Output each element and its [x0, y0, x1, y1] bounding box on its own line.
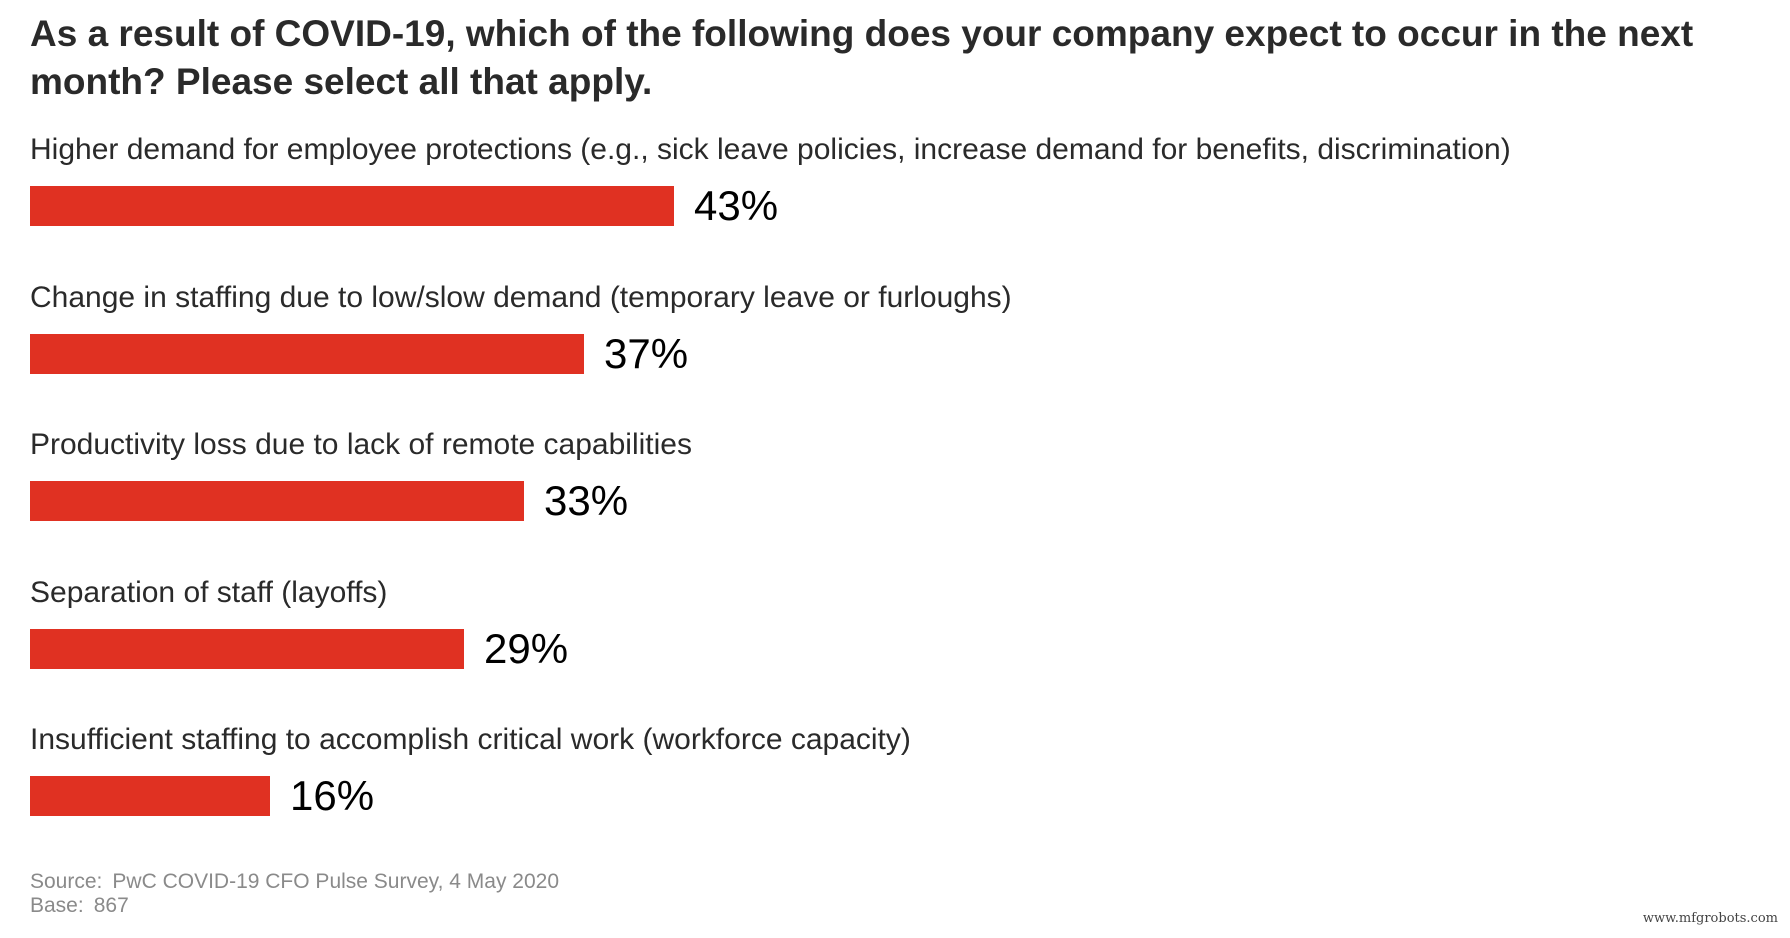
category-label: Separation of staff (layoffs) — [30, 576, 388, 609]
value-label: 37% — [604, 330, 689, 377]
source-note: Source: PwC COVID-19 CFO Pulse Survey, 4… — [30, 870, 559, 894]
category-label: Productivity loss due to lack of remote … — [30, 428, 692, 461]
bar — [30, 334, 584, 374]
category-label: Higher demand for employee protections (… — [30, 133, 1511, 166]
source-text: PwC COVID-19 CFO Pulse Survey, 4 May 202… — [112, 870, 560, 893]
bar — [30, 481, 524, 521]
source-label: Source: — [30, 870, 103, 893]
base-text: 867 — [93, 894, 129, 917]
bar — [30, 776, 270, 816]
base-label: Base: — [30, 894, 84, 917]
value-label: 33% — [544, 477, 629, 524]
base-note: Base: 867 — [30, 894, 129, 918]
bar — [30, 629, 464, 669]
bar — [30, 186, 674, 226]
value-label: 16% — [290, 772, 375, 819]
category-label: Insufficient staffing to accomplish crit… — [30, 723, 911, 756]
category-label: Change in staffing due to low/slow deman… — [30, 281, 1012, 314]
chart-title: As a result of COVID-19, which of the fo… — [30, 13, 1694, 102]
value-label: 43% — [694, 182, 779, 229]
value-label: 29% — [484, 625, 569, 672]
watermark-text: www.mfgrobots.com — [1642, 911, 1778, 926]
